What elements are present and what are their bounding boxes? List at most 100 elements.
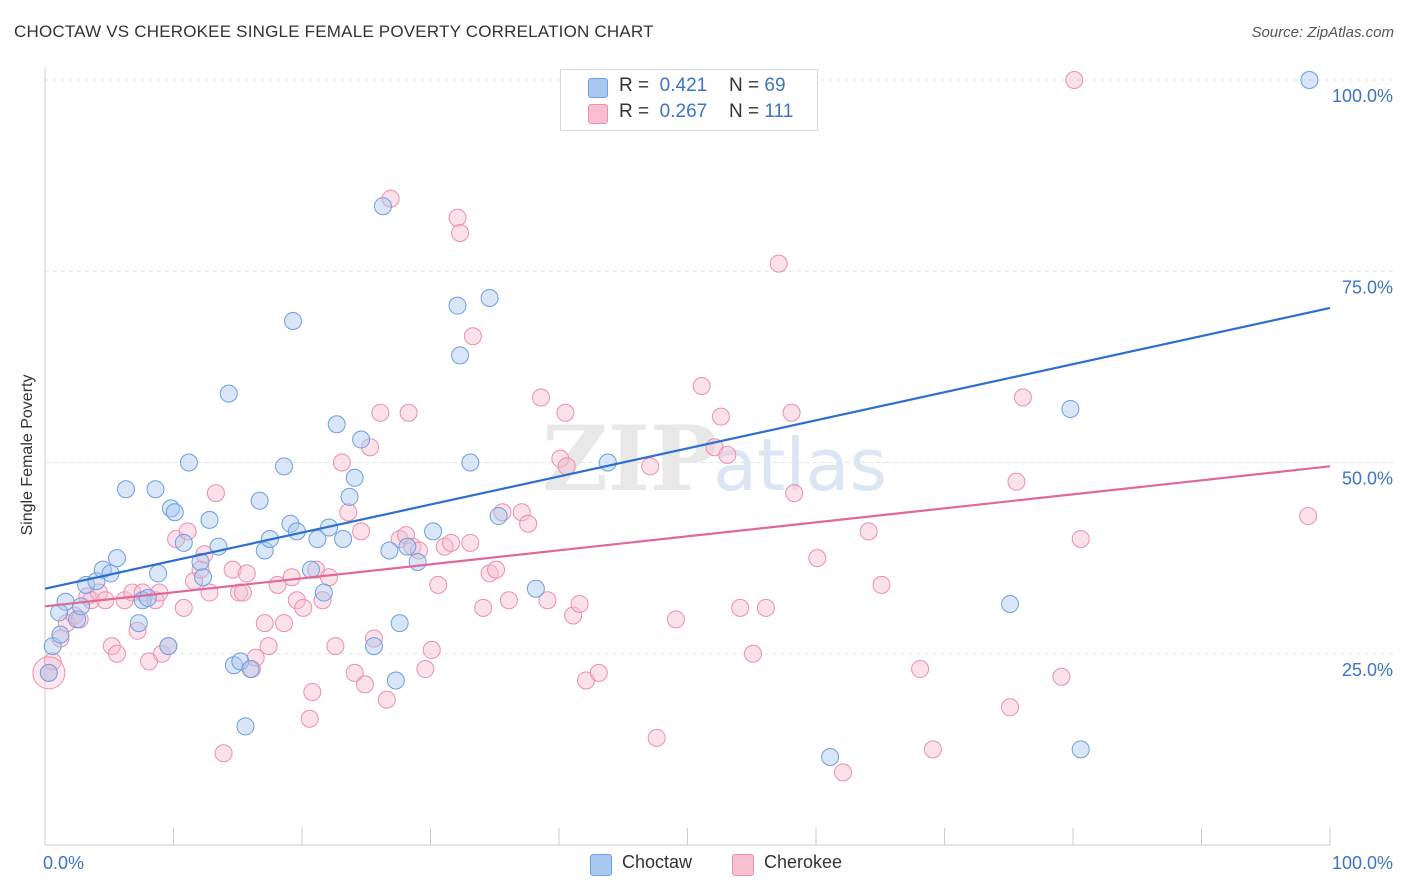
correlation-legend: R = 0.421 N = 69 R = 0.267 N = 111 xyxy=(560,69,818,131)
cherokee-point xyxy=(345,663,364,682)
cherokee-point xyxy=(115,591,134,610)
choctaw-point xyxy=(308,530,327,548)
cherokee-point xyxy=(641,457,660,476)
cherokee-point xyxy=(326,637,345,656)
cherokee-point xyxy=(152,644,171,663)
legend-n-choctaw: N = 69 xyxy=(729,75,786,97)
cherokee-point xyxy=(782,403,801,422)
bottom-legend-swatch-cherokee xyxy=(732,854,754,876)
cherokee-point xyxy=(692,377,711,395)
cherokee-point xyxy=(200,583,219,602)
legend-swatch-cherokee xyxy=(588,104,608,124)
choctaw-point xyxy=(165,503,184,522)
cherokee-point xyxy=(769,254,788,273)
cherokee-point xyxy=(1299,507,1318,526)
cherokee-point xyxy=(282,568,301,587)
cherokee-point xyxy=(416,660,435,679)
choctaw-point xyxy=(334,530,353,548)
choctaw-point xyxy=(107,549,126,568)
cherokee-point xyxy=(833,763,852,782)
cherokee-point xyxy=(1065,71,1084,89)
choctaw-point xyxy=(408,552,427,571)
cherokee-point xyxy=(744,644,763,663)
legend-r-choctaw: R = 0.421 xyxy=(619,75,707,97)
choctaw-point xyxy=(451,346,470,365)
choctaw-point xyxy=(380,541,399,560)
cherokee-point xyxy=(570,595,589,614)
cherokee-point xyxy=(532,388,551,407)
cherokee-point xyxy=(872,575,891,594)
choctaw-point xyxy=(1061,399,1080,418)
choctaw-point xyxy=(179,453,198,472)
trend-lines xyxy=(44,306,1331,608)
cherokee-point xyxy=(230,583,249,602)
cherokee-point xyxy=(911,660,930,679)
choctaw-points xyxy=(39,71,1319,767)
cherokee-point xyxy=(666,610,685,629)
cherokee-point xyxy=(237,564,256,583)
choctaw-point xyxy=(327,415,346,434)
cherokee-point xyxy=(377,690,396,709)
choctaw-point xyxy=(281,514,300,533)
cherokee-point xyxy=(557,457,576,476)
cherokee-point xyxy=(409,541,428,560)
cherokee-point xyxy=(206,484,225,503)
choctaw-point xyxy=(236,717,255,736)
cherokee-point xyxy=(371,403,390,422)
cherokee-point xyxy=(287,591,306,610)
cherokee-point xyxy=(785,484,804,503)
cherokee-point xyxy=(214,744,233,763)
cherokee-point xyxy=(294,598,313,617)
legend-r-label: R = xyxy=(619,75,650,96)
cherokee-point xyxy=(128,621,147,640)
choctaw-point xyxy=(51,625,70,644)
cherokee-point xyxy=(275,614,294,633)
choctaw-point xyxy=(390,614,409,633)
legend-n-label: N = xyxy=(729,75,760,96)
cherokee-point xyxy=(731,598,750,617)
choctaw-point xyxy=(480,289,499,308)
legend-r-cherokee: R = 0.267 xyxy=(619,101,707,123)
cherokee-point xyxy=(381,189,400,208)
choctaw-point xyxy=(191,552,210,571)
cherokee-trend-line xyxy=(44,465,1331,608)
choctaw-point xyxy=(275,457,294,476)
choctaw-point xyxy=(301,560,320,579)
cherokee-point xyxy=(339,503,358,522)
choctaw-point xyxy=(461,453,480,472)
choctaw-point xyxy=(1071,740,1090,759)
cherokee-point xyxy=(1052,667,1071,686)
cherokee-point xyxy=(303,683,322,701)
choctaw-point xyxy=(598,453,617,472)
legend-n-value: 111 xyxy=(764,101,794,122)
axes xyxy=(44,68,1331,846)
cherokee-point xyxy=(429,575,448,594)
bottom-legend-swatch-choctaw xyxy=(590,854,612,876)
cherokee-point xyxy=(538,591,557,610)
bottom-legend-label-choctaw: Choctaw xyxy=(622,852,693,872)
legend-n-label: N = xyxy=(729,101,760,122)
cherokee-point xyxy=(255,614,274,633)
cherokee-point xyxy=(564,606,583,625)
cherokee-point xyxy=(361,438,380,457)
choctaw-point xyxy=(398,537,417,556)
y-tick-label: 75.0% xyxy=(1342,277,1393,297)
cherokee-point xyxy=(474,598,493,617)
cherokee-point xyxy=(313,591,332,610)
choctaw-point xyxy=(1001,595,1020,614)
cherokee-point xyxy=(399,403,418,422)
cherokee-point xyxy=(519,514,538,533)
cherokee-point xyxy=(512,503,531,522)
choctaw-point xyxy=(129,614,148,633)
cherokee-point xyxy=(246,648,265,667)
choctaw-point xyxy=(71,597,90,616)
y-tick-label: 25.0% xyxy=(1342,660,1393,680)
choctaw-point xyxy=(138,588,157,607)
cherokee-point xyxy=(1001,698,1020,717)
cherokee-point xyxy=(756,598,775,617)
cherokee-point xyxy=(51,629,70,648)
choctaw-point xyxy=(352,430,371,449)
choctaw-point xyxy=(149,564,168,583)
legend-r-value: 0.267 xyxy=(659,101,708,122)
